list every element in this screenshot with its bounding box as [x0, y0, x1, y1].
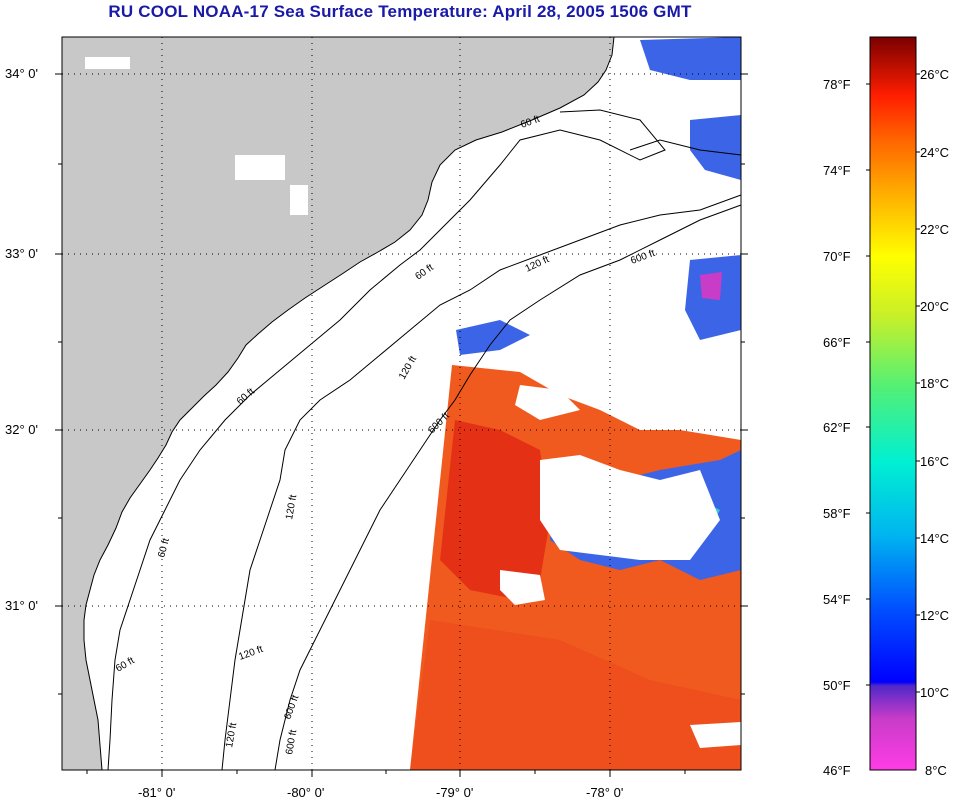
map-frame [61, 36, 742, 771]
colorbar-f-label: 50°F [823, 678, 851, 693]
lon-label: -79° 0' [436, 785, 474, 800]
colorbar-f-label: 46°F [823, 763, 851, 778]
lat-label: 34° 0' [5, 66, 38, 81]
sst-swath-hot [440, 420, 550, 600]
lat-label: 33° 0' [5, 246, 38, 261]
colorbar-c-label: 10°C [920, 685, 950, 700]
cloud-gap-2 [500, 570, 545, 605]
sst-swath-south [410, 620, 741, 770]
land-nodata-1 [85, 57, 130, 69]
sst-cool-patch-5 [690, 115, 741, 180]
isobath-600ft [274, 204, 742, 771]
cloud-gap-3 [690, 722, 741, 748]
isobath-contours [107, 109, 742, 771]
isobath-label: 120 ft [224, 722, 239, 749]
lat-label: 32° 0' [5, 422, 38, 437]
colorbar-c-label: 18°C [920, 376, 950, 391]
colorbar-c-label: 22°C [920, 222, 950, 237]
sst-cool-patch-3 [456, 320, 530, 355]
colorbar-c-label: 8°C [925, 763, 947, 778]
lon-label: -80° 0' [287, 785, 325, 800]
colorbar [869, 36, 917, 771]
colorbar-c-label: 12°C [920, 608, 950, 623]
colorbar-c-label: 24°C [920, 145, 950, 160]
land-nodata-2 [235, 155, 285, 180]
colorbar-c-label: 26°C [920, 67, 950, 82]
sst-magenta-patch [700, 272, 722, 300]
lon-label: -81° 0' [138, 785, 176, 800]
colorbar-ticks [866, 73, 920, 693]
sst-swath [410, 37, 741, 770]
isobath-label: 600 ft [284, 729, 299, 756]
colorbar-c-label: 14°C [920, 531, 950, 546]
colorbar-f-label: 78°F [823, 77, 851, 92]
colorbar-f-label: 58°F [823, 506, 851, 521]
map-ticks [55, 73, 748, 777]
isobath-120ft [221, 139, 742, 771]
colorbar-f-label: 74°F [823, 163, 851, 178]
colorbar-f-label: 54°F [823, 592, 851, 607]
cloud-gap-4 [515, 385, 580, 420]
lon-label: -78° 0' [586, 785, 624, 800]
colorbar-c-label: 16°C [920, 454, 950, 469]
colorbar-f-label: 62°F [823, 420, 851, 435]
isobath-60ft [107, 109, 666, 771]
isobath-label: 120 ft [284, 494, 299, 521]
colorbar-f-label: 66°F [823, 335, 851, 350]
colorbar-c-label: 20°C [920, 299, 950, 314]
sst-cool-patch-6 [640, 37, 741, 80]
land-nodata-3 [290, 185, 308, 215]
lat-label: 31° 0' [5, 598, 38, 613]
isobath-label: 60 ft [156, 537, 172, 559]
map-title: RU COOL NOAA-17 Sea Surface Temperature:… [108, 2, 692, 21]
graticule [62, 37, 741, 770]
cloud-gap-1 [540, 455, 720, 560]
colorbar-f-label: 70°F [823, 249, 851, 264]
land-mass [61, 36, 615, 771]
